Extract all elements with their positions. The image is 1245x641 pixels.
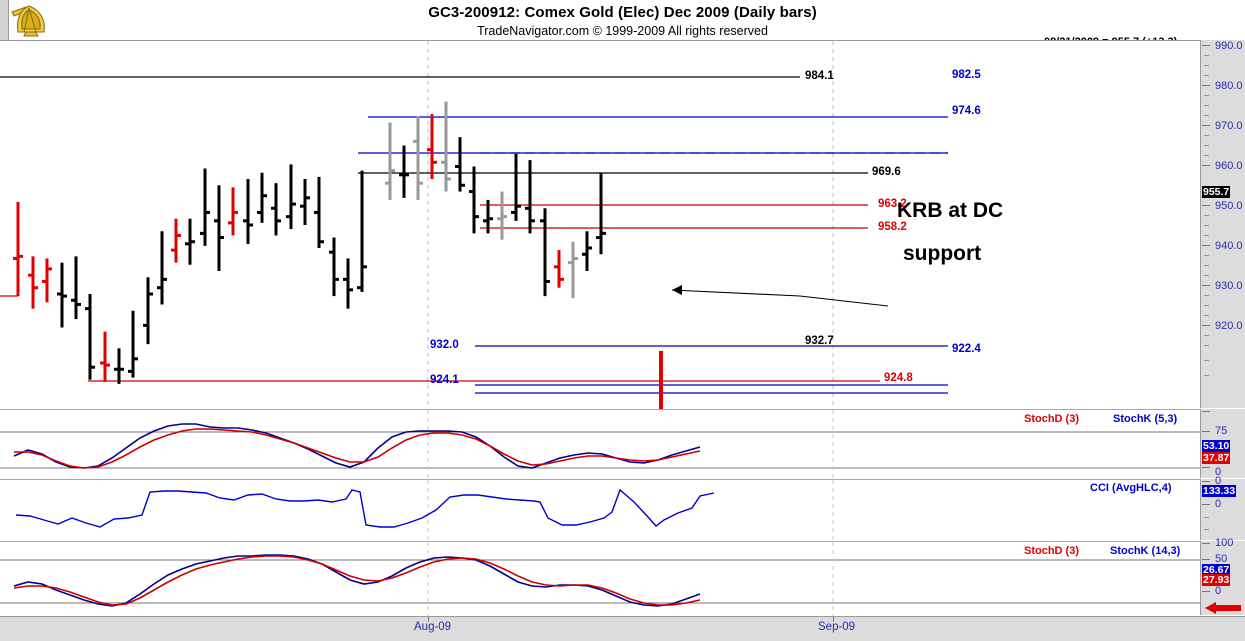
price-axis-label-930: 930.0 [1215,280,1243,292]
stoch-slow-legend-k: StochK (14,3) [1110,545,1181,557]
level-label-922-4: 922.4 [952,343,981,355]
level-label-969: 969.6 [872,166,901,178]
chart-header: GC3-200912: Comex Gold (Elec) Dec 2009 (… [0,0,1245,40]
annotation-line-1: KRB at DC [897,199,1004,222]
date-axis[interactable]: Aug-09 Sep-09 [0,616,1245,641]
price-axis-label-950: 950.0 [1215,200,1243,212]
level-lines [0,76,948,394]
stoch-fast-value-d: 37.87 [1202,452,1231,464]
level-label-974-6: 974.6 [952,105,981,117]
cci-axis[interactable]: 0 133.33 0 [1200,475,1245,540]
down-arrow-marker [659,351,663,409]
stoch-fast-axis-75: 75 [1215,425,1228,437]
annotation-line-2: support [903,242,982,265]
stoch-slow-axis-50: 50 [1215,553,1228,565]
cci-axis-zero: 0 [1215,498,1222,510]
annotation-leader-line [671,289,889,307]
cci-pane[interactable]: CCI (AvgHLC,4) [0,479,1200,542]
price-axis-label-940: 940.0 [1215,240,1243,252]
price-chart-svg [0,41,948,409]
cci-svg [15,480,834,541]
price-axis-label-980: 980.0 [1215,80,1243,92]
stoch-fast-legend-d: StochD (3) [1024,413,1079,425]
stochd-line [14,428,701,469]
cci-value: 133.33 [1202,485,1237,497]
level-label-932-0: 932.0 [430,339,459,351]
level-label-924-1: 924.1 [430,374,459,386]
level-label-984: 984.1 [805,70,834,82]
left-arrow-marker [1205,602,1241,614]
cci-axis-top: 0 [1215,475,1222,487]
page-title: GC3-200912: Comex Gold (Elec) Dec 2009 (… [428,4,817,21]
stochastic-fast-pane[interactable]: StochD (3) StochK (5,3) [0,409,1200,480]
stochd-slow-line [13,555,701,606]
stochastic-fast-svg [0,410,1200,479]
annotation-arrowhead [672,285,682,295]
price-pane[interactable]: 984.1 932.7 963.2 958.2 969.6 924.8 914.… [0,40,1200,410]
stochastic-slow-svg [0,542,1200,616]
price-axis-label-960: 960.0 [1215,160,1243,172]
date-label-aug: Aug-09 [414,621,452,633]
current-price-badge: 955.7 [1202,186,1231,198]
stochastic-slow-pane[interactable]: StochD (3) StochK (14,3) [0,541,1200,617]
level-label-924-8: 924.8 [884,372,913,384]
level-label-932-7: 932.7 [805,335,834,347]
level-label-982-5: 982.5 [952,69,981,81]
ohlc-bars [13,101,606,384]
stoch-slow-axis-0: 0 [1215,585,1222,597]
stochk-slow-line [13,554,701,607]
date-label-sep: Sep-09 [818,621,856,633]
stochastic-fast-axis[interactable]: 75 53.10 37.87 0 [1200,409,1245,478]
price-axis[interactable]: 990.0 980.0 970.0 960.0 955.7 950.0 940.… [1200,40,1245,408]
stoch-slow-value-k: 26.67 [1202,564,1231,576]
stoch-fast-value-k: 53.10 [1202,440,1231,452]
stoch-slow-value-d: 27.93 [1202,574,1231,586]
cci-line [15,488,715,528]
stoch-slow-legend-d: StochD (3) [1024,545,1079,557]
stoch-fast-axis-0: 0 [1215,466,1222,478]
stochastic-slow-axis[interactable]: 100 50 26.67 27.93 0 [1200,537,1245,615]
price-axis-label-970: 970.0 [1215,120,1243,132]
level-label-958: 958.2 [878,221,907,233]
stochk-line [13,423,701,469]
copyright-line: TradeNavigator.com © 1999-2009 All right… [477,24,768,38]
price-axis-label-920: 920.0 [1215,320,1243,332]
sextant-logo [11,5,45,37]
level-label-963: 963.2 [878,198,907,210]
cci-legend: CCI (AvgHLC,4) [1090,482,1172,494]
stoch-slow-axis-100: 100 [1215,537,1234,549]
stoch-fast-legend-k: StochK (5,3) [1113,413,1178,425]
price-axis-label-990: 990.0 [1215,40,1243,52]
